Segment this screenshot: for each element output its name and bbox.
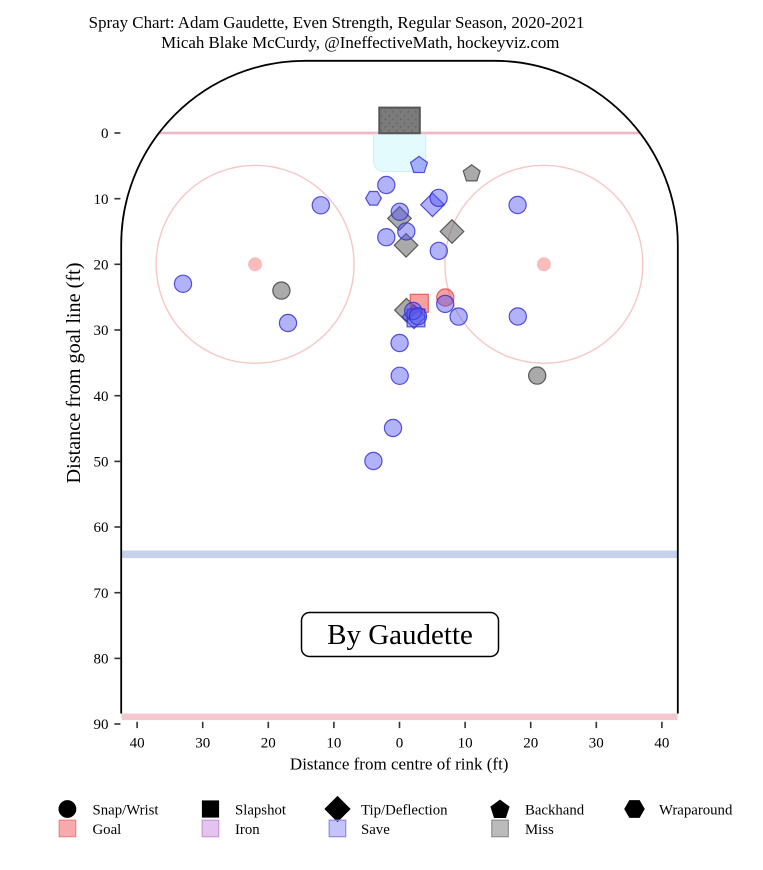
- svg-text:40: 40: [94, 389, 109, 405]
- svg-text:10: 10: [326, 736, 341, 752]
- svg-text:90: 90: [94, 717, 109, 733]
- svg-text:Distance from centre of rink (: Distance from centre of rink (ft): [290, 755, 509, 774]
- svg-text:30: 30: [195, 736, 210, 752]
- svg-text:0: 0: [101, 126, 109, 142]
- svg-text:60: 60: [94, 520, 109, 536]
- svg-text:20: 20: [523, 736, 538, 752]
- svg-text:Goal: Goal: [93, 822, 122, 838]
- svg-text:50: 50: [94, 455, 109, 471]
- svg-text:Wraparound: Wraparound: [659, 802, 733, 818]
- svg-text:30: 30: [589, 736, 604, 752]
- svg-text:70: 70: [94, 586, 109, 602]
- svg-text:Slapshot: Slapshot: [235, 802, 287, 818]
- svg-text:Iron: Iron: [235, 822, 260, 838]
- svg-text:Miss: Miss: [525, 822, 554, 838]
- svg-text:Tip/Deflection: Tip/Deflection: [361, 802, 448, 818]
- svg-text:10: 10: [94, 192, 109, 208]
- svg-text:40: 40: [654, 736, 669, 752]
- svg-text:20: 20: [94, 258, 109, 274]
- svg-text:Spray Chart: Adam Gaudette, Ev: Spray Chart: Adam Gaudette, Even Strengt…: [89, 13, 585, 32]
- svg-text:80: 80: [94, 652, 109, 668]
- svg-text:Backhand: Backhand: [525, 802, 585, 818]
- svg-text:0: 0: [396, 736, 404, 752]
- svg-text:Distance from goal line (ft): Distance from goal line (ft): [63, 263, 85, 484]
- svg-text:40: 40: [130, 736, 145, 752]
- svg-text:Save: Save: [361, 822, 390, 838]
- svg-text:By Gaudette: By Gaudette: [327, 619, 473, 651]
- svg-text:20: 20: [261, 736, 276, 752]
- svg-text:Micah Blake McCurdy, @Ineffect: Micah Blake McCurdy, @IneffectiveMath, h…: [161, 33, 559, 52]
- svg-text:30: 30: [94, 323, 109, 339]
- svg-text:10: 10: [458, 736, 473, 752]
- svg-text:Snap/Wrist: Snap/Wrist: [93, 802, 160, 818]
